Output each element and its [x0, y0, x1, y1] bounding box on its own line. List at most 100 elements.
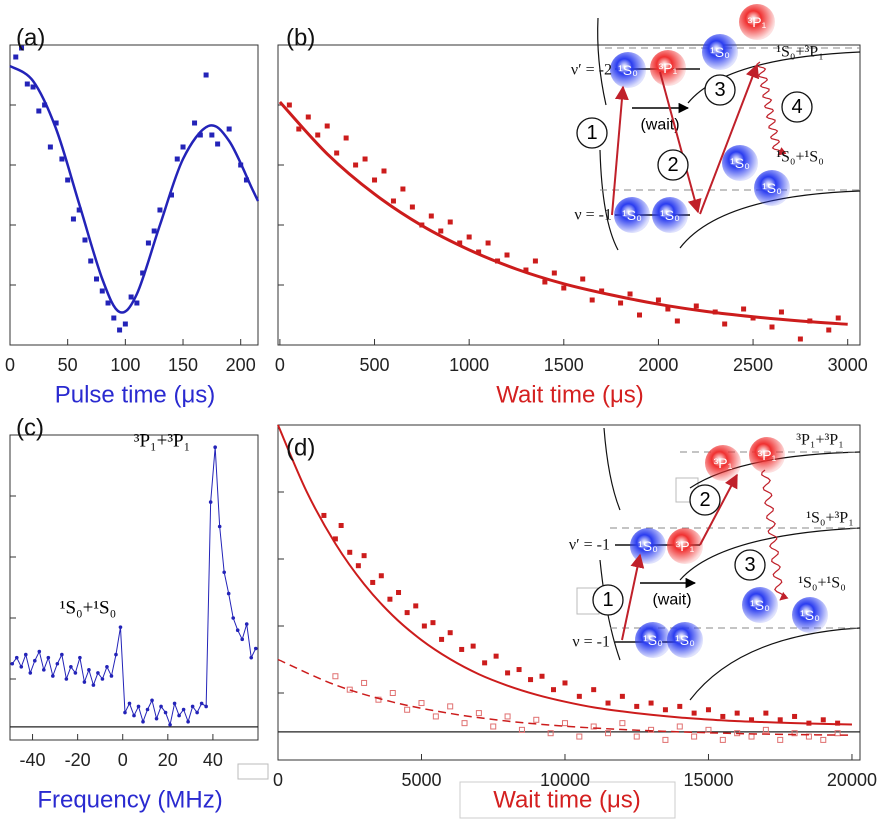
- data-point: [777, 717, 783, 723]
- data-point: [466, 234, 472, 240]
- data-point: [174, 156, 180, 162]
- data-point: [400, 186, 406, 192]
- data-point: [741, 306, 747, 312]
- data-point: [109, 674, 114, 678]
- blank-box: [237, 763, 269, 780]
- atom-label: ³P₁: [748, 14, 767, 30]
- level-label: ν′ = -1: [569, 537, 610, 554]
- data-point: [64, 677, 69, 681]
- data-point: [409, 204, 415, 210]
- x-tick-label: 3000: [828, 355, 868, 375]
- data-point: [561, 720, 568, 727]
- panel-label: (c): [16, 415, 44, 442]
- data-point: [404, 610, 410, 616]
- data-point: [209, 132, 215, 138]
- data-point: [528, 677, 534, 683]
- data-point: [576, 693, 582, 699]
- potential-curve: [689, 627, 861, 701]
- data-point: [447, 630, 453, 636]
- data-point: [361, 553, 367, 559]
- atom: [635, 622, 671, 658]
- data-point: [791, 730, 798, 737]
- data-point: [619, 693, 625, 699]
- data-point: [389, 690, 396, 696]
- x-tick-label: 1500: [544, 355, 584, 375]
- x-tick-label: 20: [158, 750, 178, 770]
- data-point: [381, 168, 387, 174]
- data-point: [70, 216, 76, 222]
- label-frame: [459, 781, 676, 819]
- data-point: [533, 716, 540, 723]
- data-point: [88, 258, 94, 264]
- data-point: [504, 713, 511, 720]
- atom-label: ³P₁: [676, 538, 695, 554]
- data-point: [346, 686, 353, 693]
- state-label: ¹S₀+³P₁: [806, 510, 854, 527]
- data-point: [159, 704, 163, 709]
- data-point: [235, 628, 240, 632]
- data-point: [100, 677, 105, 681]
- data-point: [485, 240, 491, 246]
- data-point: [123, 710, 127, 715]
- data-point: [835, 315, 841, 321]
- x-axis-label: Frequency (MHz): [37, 787, 222, 814]
- data-point: [490, 723, 497, 730]
- data-point: [195, 710, 199, 715]
- data-point: [13, 54, 19, 60]
- data-point: [215, 141, 221, 147]
- data-point: [208, 500, 213, 504]
- atom-label: ³P₁: [659, 60, 678, 76]
- data-point: [47, 144, 53, 150]
- data-point: [605, 700, 611, 706]
- step-circle: [734, 549, 766, 581]
- x-tick-label: 40: [203, 750, 223, 770]
- data-point: [355, 563, 361, 569]
- data-point: [141, 719, 145, 724]
- x-tick-label: 2500: [733, 355, 773, 375]
- level-label: ν′ = -2: [571, 62, 612, 79]
- data-point: [590, 723, 597, 730]
- data-point: [151, 228, 157, 234]
- plot-frame: [9, 434, 259, 741]
- x-tick-label: 0: [5, 355, 15, 375]
- data-point: [42, 102, 48, 108]
- data-point: [82, 237, 88, 243]
- data-point: [37, 649, 42, 654]
- data-point: [693, 303, 699, 309]
- data-point: [87, 668, 91, 672]
- atom: [610, 52, 646, 88]
- data-point: [315, 132, 321, 138]
- series-line: [277, 424, 852, 726]
- x-tick-label: 20000: [827, 770, 877, 790]
- data-point: [580, 276, 586, 282]
- data-point: [505, 670, 511, 676]
- data-point: [421, 623, 427, 629]
- data-point: [665, 306, 671, 312]
- data-point: [748, 733, 755, 740]
- x-tick-label: 0: [118, 750, 128, 770]
- data-point: [353, 162, 359, 168]
- data-point: [591, 687, 597, 693]
- data-point: [504, 252, 510, 258]
- data-point: [372, 177, 378, 183]
- data-point: [111, 315, 117, 321]
- data-point: [413, 603, 419, 609]
- potential-curve: [679, 190, 861, 249]
- data-point: [249, 655, 254, 660]
- data-point: [140, 270, 146, 276]
- data-point: [321, 512, 327, 518]
- atom: [749, 437, 785, 473]
- data-point: [14, 655, 19, 660]
- data-point: [203, 72, 209, 78]
- data-point: [60, 652, 64, 657]
- data-point: [122, 321, 128, 327]
- data-point: [493, 653, 499, 659]
- data-point: [226, 591, 231, 596]
- x-tick-label: 500: [360, 355, 390, 375]
- data-point: [145, 707, 150, 712]
- data-point: [792, 713, 798, 719]
- data-point: [36, 108, 42, 114]
- annotation: ³P₁+³P₁: [134, 431, 191, 452]
- data-point: [150, 698, 154, 703]
- atom-label: ¹S₀: [660, 207, 680, 223]
